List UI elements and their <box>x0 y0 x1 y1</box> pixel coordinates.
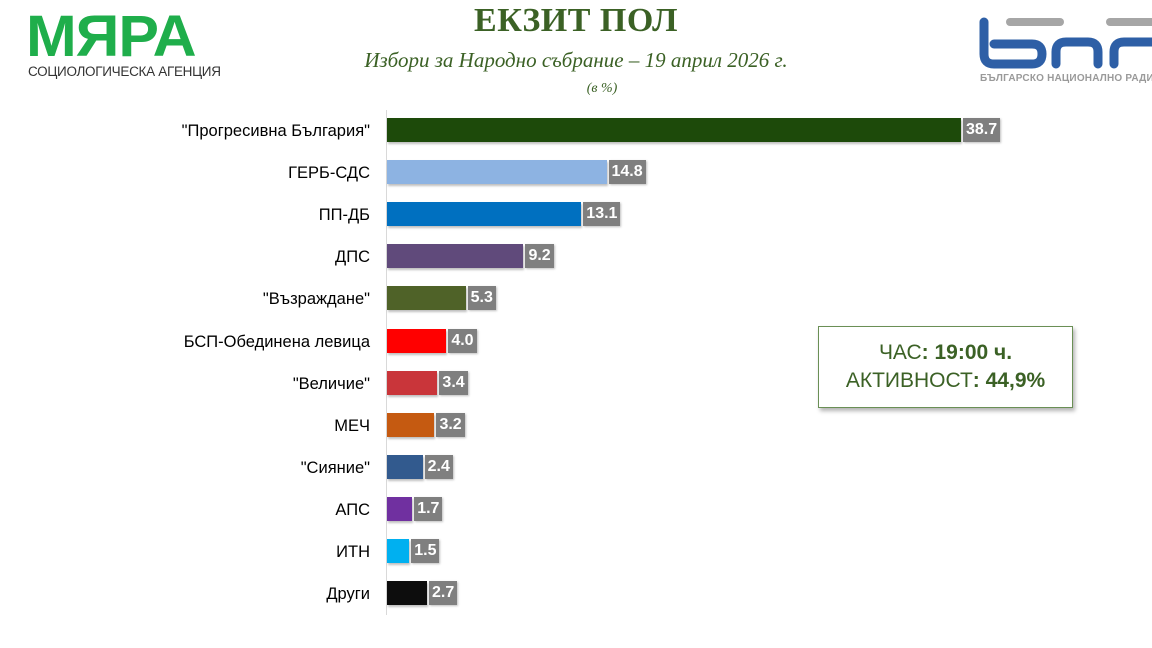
value-label: 38.7 <box>963 118 1001 142</box>
myara-logo-tagline: СОЦИОЛОГИЧЕСКА АГЕНЦИЯ <box>28 64 221 79</box>
bar <box>387 286 466 311</box>
bnr-logo-icon <box>979 17 1152 69</box>
chart-row: АПС 1.7 <box>0 496 1152 523</box>
chart-row: Други 2.7 <box>0 581 1152 607</box>
value-label: 5.3 <box>467 286 496 311</box>
chart-row: "Величие" 3.4 <box>0 370 1152 397</box>
value-label: 2.7 <box>429 581 458 606</box>
category-label: ПП-ДБ <box>318 206 370 225</box>
time-line: ЧАС: 19:00 ч. <box>819 339 1072 367</box>
chart-row: "Прогресивна България" 38.7 <box>0 118 1152 144</box>
time-value: : 19:00 ч. <box>921 341 1013 364</box>
chart-row: "Сияние" 2.4 <box>0 454 1152 481</box>
bar-chart: "Прогресивна България" 38.7 ГЕРБ-СДС 14.8 ПП… <box>0 110 1152 620</box>
bar <box>387 244 524 269</box>
myara-logo-word: МЯРА <box>26 4 197 69</box>
category-label: Други <box>326 585 370 604</box>
chart-row: ПП-ДБ 13.1 <box>0 202 1152 228</box>
myara-logo: МЯРА СОЦИОЛОГИЧЕСКА АГЕНЦИЯ <box>26 8 226 80</box>
value-label: 1.7 <box>414 496 443 521</box>
category-label: МЕЧ <box>334 416 370 435</box>
bar <box>387 496 413 521</box>
turnout-label: АКТИВНОСТ <box>845 369 973 392</box>
category-label: "Прогресивна България" <box>181 122 370 140</box>
bar <box>387 539 410 563</box>
bar <box>387 412 435 437</box>
value-label: 3.2 <box>436 412 465 437</box>
chart-row: ИТН 1.5 <box>0 539 1152 565</box>
value-label: 2.4 <box>424 454 453 479</box>
bnr-logo-tagline: БЪЛГАРСКО НАЦИОНАЛНО РАДИ <box>980 73 1152 84</box>
value-label: 4.0 <box>448 328 477 353</box>
category-label: "Величие" <box>292 374 370 393</box>
bar <box>387 328 447 353</box>
bar <box>387 454 423 479</box>
category-label: ДПС <box>335 248 370 267</box>
turnout-line: АКТИВНОСТ: 44,9% <box>819 367 1072 395</box>
category-label: ИТН <box>336 543 370 561</box>
chart-row: "Възраждане" 5.3 <box>0 286 1152 312</box>
bar <box>387 118 961 142</box>
bar <box>387 581 428 606</box>
chart-row: ДПС 9.2 <box>0 244 1152 270</box>
info-box: ЧАС: 19:00 ч. АКТИВНОСТ: 44,9% <box>818 326 1073 408</box>
category-label: АПС <box>335 500 370 519</box>
chart-row: БСП-Обединена левица 4.0 <box>0 328 1152 355</box>
category-label: ГЕРБ-СДС <box>288 164 370 183</box>
category-label: БСП-Обединена левица <box>183 332 370 351</box>
value-label: 14.8 <box>608 160 646 185</box>
category-label: "Възраждане" <box>262 290 370 309</box>
value-label: 13.1 <box>583 202 621 227</box>
chart-row: МЕЧ 3.2 <box>0 412 1152 439</box>
value-label: 9.2 <box>525 244 554 269</box>
category-label: "Сияние" <box>300 458 370 477</box>
bnr-logo: БЪЛГАРСКО НАЦИОНАЛНО РАДИ <box>976 14 1152 90</box>
time-label: ЧАС <box>878 341 922 364</box>
chart-title: ЕКЗИТ ПОЛ <box>474 2 678 39</box>
chart-unit: (в %) <box>586 81 618 96</box>
category-axis <box>386 110 387 615</box>
bar <box>387 202 582 227</box>
value-label: 3.4 <box>439 370 468 395</box>
chart-row: ГЕРБ-СДС 14.8 <box>0 160 1152 186</box>
value-label: 1.5 <box>411 539 440 563</box>
chart-subtitle: Избори за Народно събрание – 19 април 20… <box>364 48 788 72</box>
bar <box>387 160 607 185</box>
turnout-value: : 44,9% <box>972 369 1046 392</box>
bar <box>387 370 438 395</box>
